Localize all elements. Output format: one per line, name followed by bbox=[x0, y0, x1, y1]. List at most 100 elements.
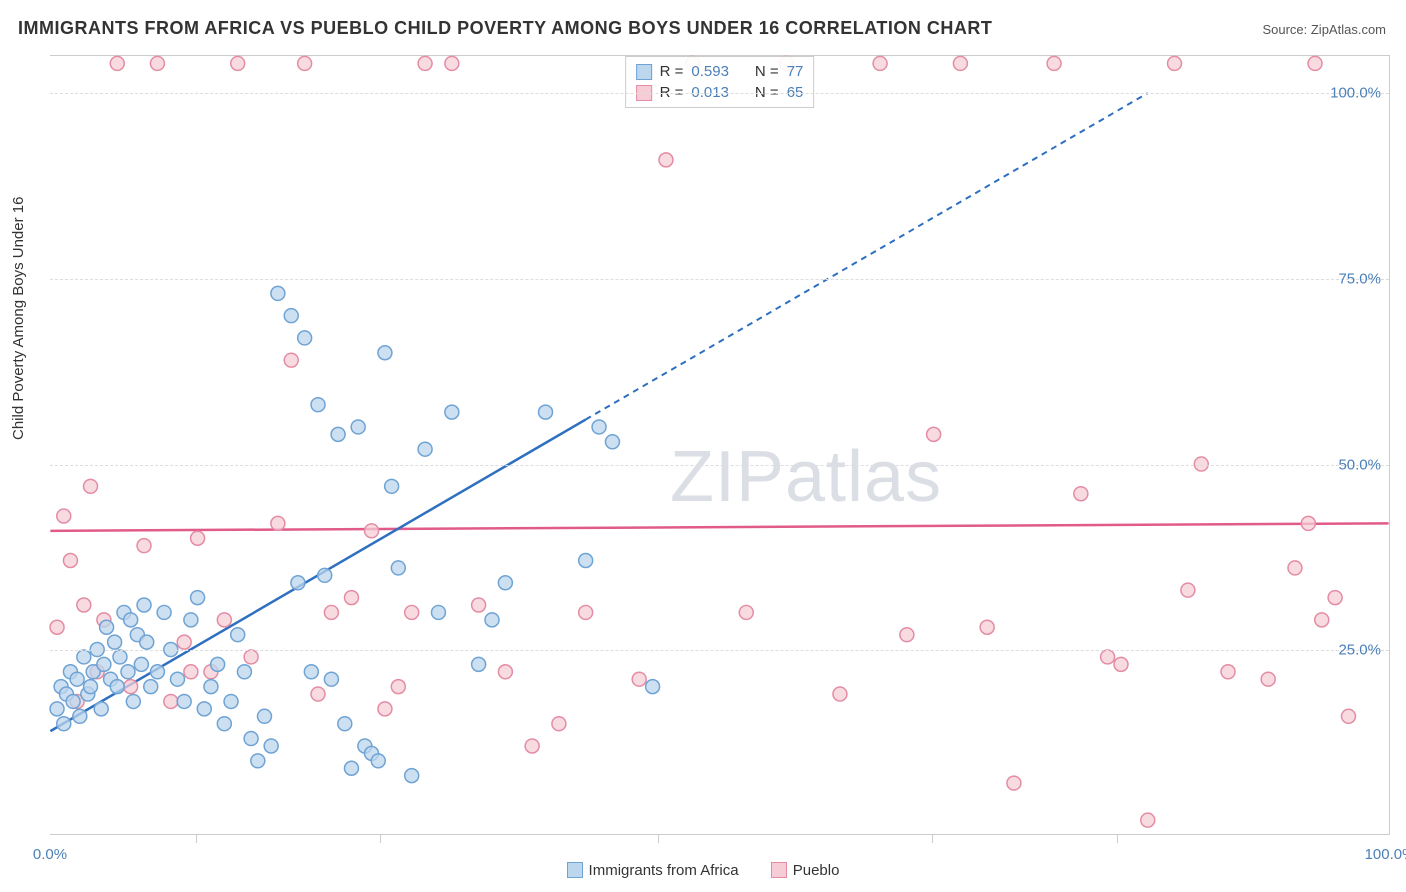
data-point bbox=[284, 353, 298, 367]
data-point bbox=[184, 613, 198, 627]
data-point bbox=[164, 694, 178, 708]
legend-item-2: Pueblo bbox=[771, 862, 840, 879]
data-point bbox=[873, 56, 887, 70]
data-point bbox=[77, 598, 91, 612]
data-point bbox=[445, 405, 459, 419]
data-point bbox=[237, 665, 251, 679]
data-point bbox=[405, 769, 419, 783]
legend-item-1: Immigrants from Africa bbox=[567, 862, 739, 879]
data-point bbox=[331, 427, 345, 441]
n-value-1: 77 bbox=[787, 63, 804, 80]
data-point bbox=[418, 56, 432, 70]
data-point bbox=[739, 605, 753, 619]
data-point bbox=[63, 554, 77, 568]
data-point bbox=[144, 680, 158, 694]
legend-label-2: Pueblo bbox=[793, 862, 840, 879]
gridline-h bbox=[50, 650, 1389, 651]
data-point bbox=[217, 717, 231, 731]
data-point bbox=[150, 56, 164, 70]
data-point bbox=[177, 694, 191, 708]
data-point bbox=[498, 665, 512, 679]
data-point bbox=[371, 754, 385, 768]
data-point bbox=[592, 420, 606, 434]
data-point bbox=[1074, 487, 1088, 501]
data-point bbox=[217, 613, 231, 627]
data-point bbox=[385, 479, 399, 493]
data-point bbox=[445, 56, 459, 70]
data-point bbox=[539, 405, 553, 419]
n-label: N = bbox=[755, 63, 779, 80]
data-point bbox=[391, 680, 405, 694]
data-point bbox=[391, 561, 405, 575]
chart-svg bbox=[50, 56, 1389, 835]
data-point bbox=[70, 672, 84, 686]
xtick-mark bbox=[380, 835, 381, 843]
data-point bbox=[418, 442, 432, 456]
data-point bbox=[177, 635, 191, 649]
data-point bbox=[1114, 657, 1128, 671]
data-point bbox=[351, 420, 365, 434]
data-point bbox=[1181, 583, 1195, 597]
data-point bbox=[50, 702, 64, 716]
data-point bbox=[472, 657, 486, 671]
xtick-mark bbox=[196, 835, 197, 843]
legend-swatch-2 bbox=[771, 862, 787, 878]
data-point bbox=[271, 286, 285, 300]
data-point bbox=[311, 687, 325, 701]
data-point bbox=[150, 665, 164, 679]
data-point bbox=[284, 309, 298, 323]
data-point bbox=[344, 761, 358, 775]
data-point bbox=[191, 591, 205, 605]
data-point bbox=[244, 650, 258, 664]
data-point bbox=[134, 657, 148, 671]
data-point bbox=[552, 717, 566, 731]
data-point bbox=[1101, 650, 1115, 664]
stats-box: R = 0.593 N = 77 R = 0.013 N = 65 bbox=[625, 56, 815, 108]
data-point bbox=[338, 717, 352, 731]
legend-label-1: Immigrants from Africa bbox=[589, 862, 739, 879]
data-point bbox=[126, 694, 140, 708]
ytick-label: 25.0% bbox=[1338, 642, 1381, 659]
data-point bbox=[298, 56, 312, 70]
data-point bbox=[344, 591, 358, 605]
data-point bbox=[311, 398, 325, 412]
source-label: Source: ZipAtlas.com bbox=[1262, 22, 1386, 37]
data-point bbox=[405, 605, 419, 619]
data-point bbox=[124, 613, 138, 627]
data-point bbox=[77, 650, 91, 664]
data-point bbox=[1047, 56, 1061, 70]
data-point bbox=[57, 509, 71, 523]
data-point bbox=[579, 554, 593, 568]
data-point bbox=[137, 598, 151, 612]
data-point bbox=[324, 672, 338, 686]
data-point bbox=[291, 576, 305, 590]
data-point bbox=[953, 56, 967, 70]
data-point bbox=[1301, 516, 1315, 530]
data-point bbox=[271, 516, 285, 530]
data-point bbox=[84, 479, 98, 493]
data-point bbox=[378, 346, 392, 360]
gridline-h bbox=[50, 465, 1389, 466]
xtick-label: 100.0% bbox=[1365, 846, 1406, 863]
data-point bbox=[1168, 56, 1182, 70]
data-point bbox=[646, 680, 660, 694]
data-point bbox=[110, 56, 124, 70]
stats-row-1: R = 0.593 N = 77 bbox=[636, 61, 804, 82]
chart-title: IMMIGRANTS FROM AFRICA VS PUEBLO CHILD P… bbox=[18, 18, 992, 39]
xtick-mark bbox=[658, 835, 659, 843]
data-point bbox=[304, 665, 318, 679]
data-point bbox=[525, 739, 539, 753]
data-point bbox=[191, 531, 205, 545]
data-point bbox=[632, 672, 646, 686]
data-point bbox=[257, 709, 271, 723]
data-point bbox=[94, 702, 108, 716]
data-point bbox=[1261, 672, 1275, 686]
xtick-mark bbox=[1117, 835, 1118, 843]
trend-line bbox=[50, 523, 1388, 530]
data-point bbox=[659, 153, 673, 167]
data-point bbox=[1141, 813, 1155, 827]
data-point bbox=[833, 687, 847, 701]
data-point bbox=[900, 628, 914, 642]
data-point bbox=[157, 605, 171, 619]
data-point bbox=[121, 665, 135, 679]
